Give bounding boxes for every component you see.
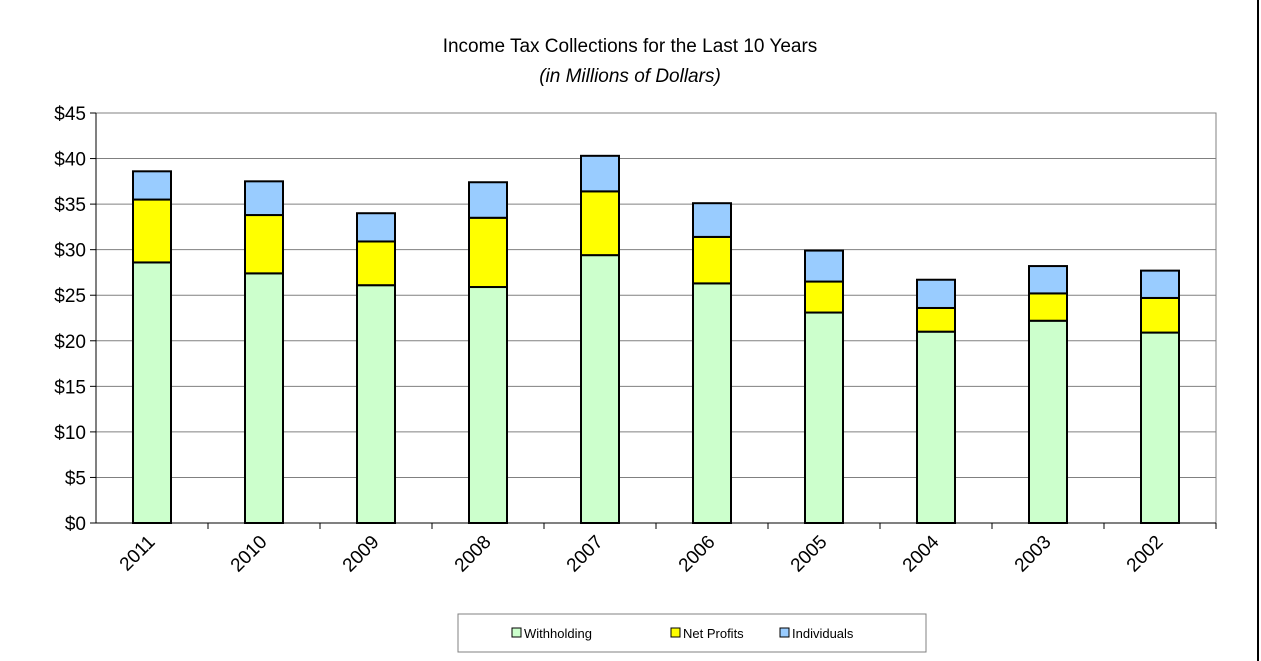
bar-segment bbox=[1140, 296, 1180, 334]
bar-segment bbox=[468, 286, 508, 524]
bar-segment bbox=[916, 278, 956, 309]
y-tick-label: $10 bbox=[54, 423, 86, 444]
legend-label: Net Profits bbox=[683, 626, 744, 641]
y-tick-label: $20 bbox=[54, 332, 86, 353]
legend-label: Withholding bbox=[524, 626, 592, 641]
bar-segment bbox=[132, 170, 172, 201]
y-tick-label: $5 bbox=[65, 468, 86, 489]
bar-segment bbox=[356, 240, 396, 287]
y-tick-label: $30 bbox=[54, 241, 86, 262]
y-tick-label: $15 bbox=[54, 377, 86, 398]
bar-segment bbox=[916, 306, 956, 333]
bar-segment bbox=[916, 330, 956, 524]
bar-segment bbox=[1028, 292, 1068, 322]
x-tick-label: 2004 bbox=[899, 531, 944, 576]
bar-segment bbox=[804, 249, 844, 283]
y-tick-label: $25 bbox=[54, 286, 86, 307]
legend: Withholding Net Profits Individuals bbox=[457, 613, 927, 653]
legend-swatch bbox=[779, 627, 790, 638]
bar-segment bbox=[1140, 331, 1180, 525]
bar-segment bbox=[580, 254, 620, 524]
bar-segment bbox=[580, 190, 620, 257]
bar-segment bbox=[804, 280, 844, 314]
x-tick-label: 2006 bbox=[675, 532, 720, 577]
x-tick-label: 2010 bbox=[227, 532, 272, 577]
x-tick-label: 2003 bbox=[1011, 532, 1056, 577]
chart-subtitle: (in Millions of Dollars) bbox=[539, 66, 721, 87]
bar-segment bbox=[692, 282, 732, 524]
plot-area: $0 $5 $10 $15 $20 $25 $30 $35 $40 $45 2011 2010 2009… bbox=[54, 104, 1217, 577]
legend-swatch bbox=[511, 627, 522, 638]
x-tick-label: 2007 bbox=[563, 532, 608, 577]
bar-segment bbox=[244, 180, 284, 217]
legend-box bbox=[457, 613, 927, 653]
y-tick-label: $40 bbox=[54, 150, 86, 171]
bar-segment bbox=[692, 202, 732, 238]
bar-segment bbox=[692, 235, 732, 285]
legend-label: Individuals bbox=[792, 626, 854, 641]
bar-segment bbox=[356, 284, 396, 525]
bar-segment bbox=[1028, 319, 1068, 524]
bar-segment bbox=[244, 272, 284, 524]
chart-title: Income Tax Collections for the Last 10 Y… bbox=[443, 36, 818, 57]
x-tick-label: 2002 bbox=[1123, 532, 1168, 577]
bar-segment bbox=[804, 311, 844, 524]
x-tick-label: 2008 bbox=[451, 532, 496, 577]
bar-segment bbox=[468, 216, 508, 289]
bar-segment bbox=[356, 212, 396, 243]
x-tick-label: 2011 bbox=[116, 532, 160, 576]
legend-swatch bbox=[670, 627, 681, 638]
bar-segment bbox=[1140, 269, 1180, 299]
y-tick-label: $0 bbox=[65, 514, 86, 535]
bar-segment bbox=[132, 261, 172, 524]
x-tick-label: 2009 bbox=[339, 532, 384, 577]
x-tick-label: 2005 bbox=[787, 532, 832, 577]
y-tick-label: $45 bbox=[54, 104, 86, 125]
bar-segment bbox=[468, 181, 508, 219]
bar-segment bbox=[132, 198, 172, 264]
bar-segment bbox=[580, 154, 620, 193]
bar-segment bbox=[244, 214, 284, 275]
y-tick-label: $35 bbox=[54, 195, 86, 216]
bar-segment bbox=[1028, 265, 1068, 295]
